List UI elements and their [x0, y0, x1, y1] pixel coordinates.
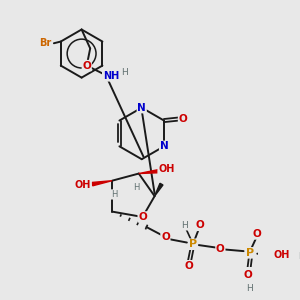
- Text: O: O: [161, 232, 170, 242]
- Text: H: H: [133, 183, 140, 192]
- Text: Br: Br: [39, 38, 51, 48]
- Text: OH: OH: [273, 250, 290, 260]
- Polygon shape: [139, 169, 160, 173]
- Text: O: O: [253, 229, 262, 239]
- Text: O: O: [195, 220, 204, 230]
- Polygon shape: [92, 181, 112, 186]
- Text: OH: OH: [75, 180, 91, 190]
- Text: N: N: [137, 103, 146, 113]
- Text: H: H: [246, 284, 253, 293]
- Text: O: O: [184, 261, 193, 271]
- Text: OH: OH: [158, 164, 175, 174]
- Text: O: O: [178, 114, 187, 124]
- Text: NH: NH: [103, 71, 119, 81]
- Text: N: N: [160, 141, 168, 151]
- Text: H: H: [181, 221, 188, 230]
- Text: H: H: [298, 252, 300, 261]
- Text: P: P: [246, 248, 254, 258]
- Text: O: O: [244, 270, 252, 280]
- Text: H: H: [121, 68, 128, 77]
- Polygon shape: [154, 183, 163, 196]
- Text: O: O: [138, 212, 147, 222]
- Text: P: P: [189, 239, 197, 249]
- Text: H: H: [111, 190, 117, 199]
- Text: O: O: [82, 61, 91, 70]
- Text: O: O: [216, 244, 225, 254]
